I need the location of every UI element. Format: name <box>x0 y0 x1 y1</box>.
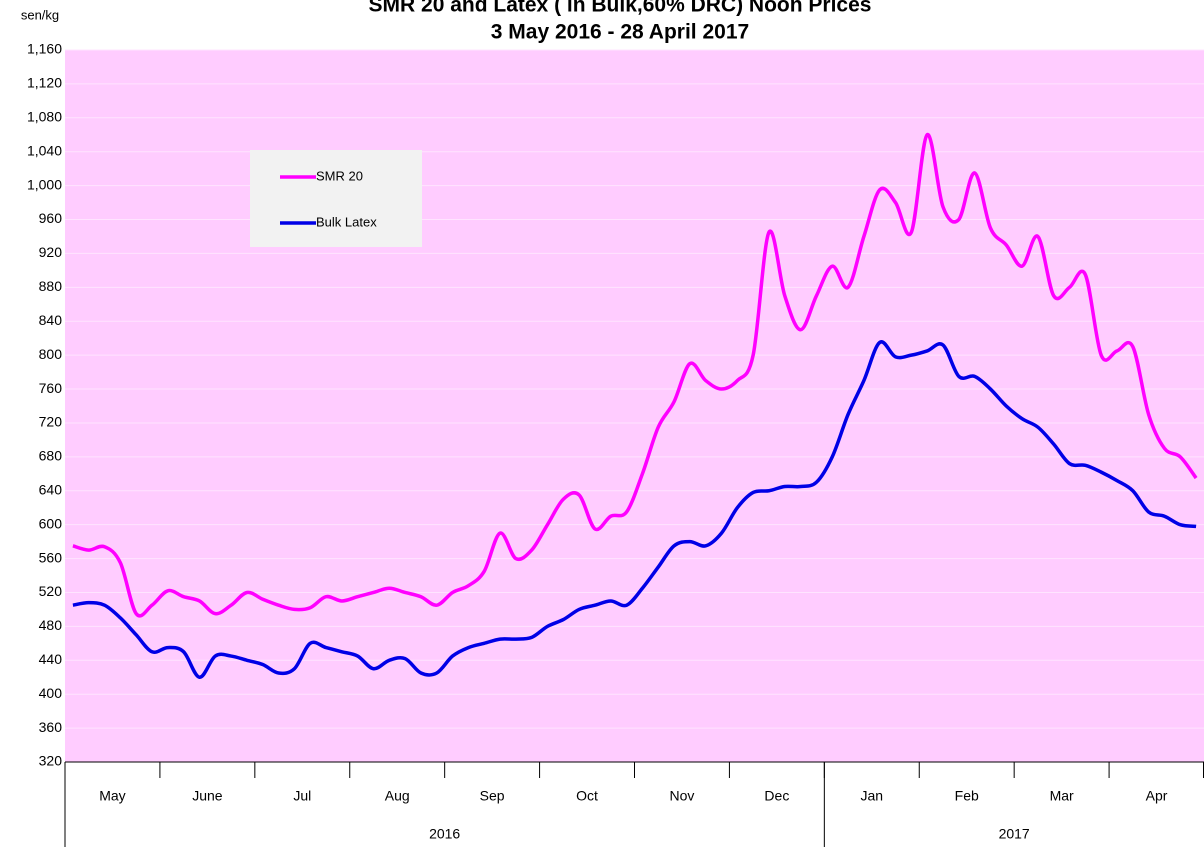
x-tick-label: Apr <box>1146 788 1168 804</box>
x-tick-label: May <box>99 788 125 804</box>
y-tick-label: 880 <box>39 278 63 294</box>
legend-label: Bulk Latex <box>316 214 377 229</box>
y-tick-label: 1,120 <box>27 75 62 91</box>
chart-title: SMR 20 and Latex ( in Bulk,60% DRC) Noon… <box>369 0 872 17</box>
y-tick-label: 960 <box>39 210 63 226</box>
x-tick-label: Dec <box>764 788 789 804</box>
x-tick-label: Oct <box>576 788 598 804</box>
series-line <box>72 132 1198 618</box>
x-tick-label: Feb <box>955 788 979 804</box>
y-tick-label: 1,080 <box>27 109 62 125</box>
x-tick-label: Aug <box>385 788 410 804</box>
y-tick-label: 920 <box>39 244 63 260</box>
x-tick-label: June <box>192 788 223 804</box>
y-axis-label: sen/kg <box>21 7 59 22</box>
y-tick-label: 320 <box>39 753 63 769</box>
y-tick-label: 520 <box>39 583 63 599</box>
x-tick-label: Jul <box>293 788 311 804</box>
y-tick-label: 600 <box>39 515 63 531</box>
chart-subtitle: 3 May 2016 - 28 April 2017 <box>491 21 749 44</box>
x-tick-label: Mar <box>1050 788 1074 804</box>
y-tick-label: 800 <box>39 346 63 362</box>
y-tick-label: 1,160 <box>27 41 62 57</box>
year-label: 2017 <box>999 826 1030 842</box>
x-tick-label: Sep <box>480 788 505 804</box>
series-line <box>72 340 1197 679</box>
y-tick-label: 640 <box>39 481 63 497</box>
x-tick-label: Jan <box>861 788 884 804</box>
y-tick-label: 720 <box>39 414 63 430</box>
y-tick-label: 760 <box>39 380 63 396</box>
plot-area <box>65 50 1204 762</box>
y-tick-label: 480 <box>39 617 63 633</box>
legend-label: SMR 20 <box>316 168 363 183</box>
y-tick-label: 560 <box>39 549 63 565</box>
x-tick-label: Nov <box>670 788 695 804</box>
y-tick-label: 360 <box>39 719 63 735</box>
legend-box <box>250 150 422 247</box>
y-tick-label: 400 <box>39 685 63 701</box>
y-tick-label: 440 <box>39 651 63 667</box>
y-tick-label: 680 <box>39 448 63 464</box>
y-tick-label: 1,000 <box>27 176 62 192</box>
y-tick-label: 1,040 <box>27 142 62 158</box>
y-tick-label: 840 <box>39 312 63 328</box>
year-label: 2016 <box>429 826 460 842</box>
